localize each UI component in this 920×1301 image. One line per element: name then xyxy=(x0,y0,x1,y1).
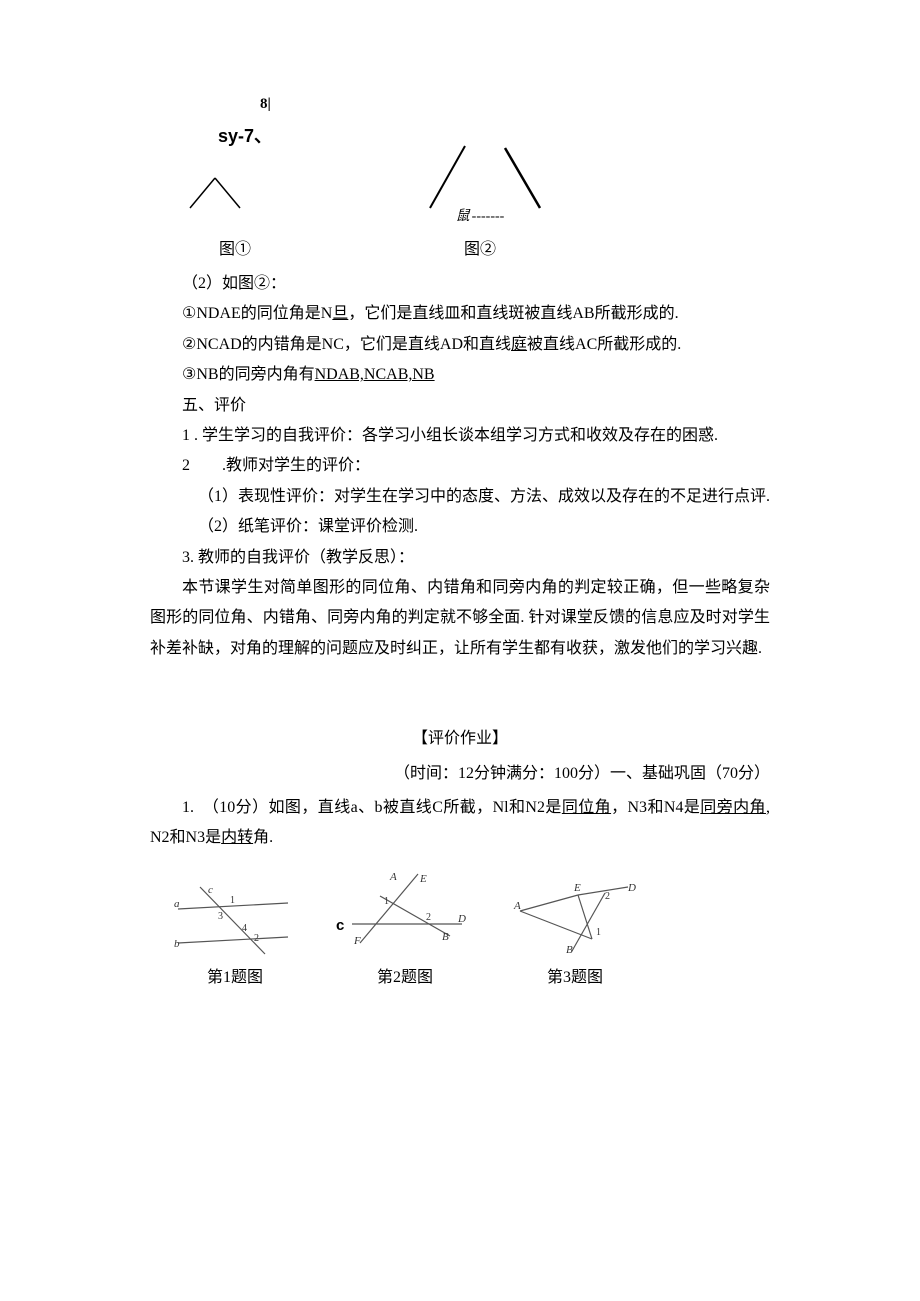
diagram-1-box: sy-7、 图① xyxy=(160,119,310,266)
p4-b: NDAB,NCAB,NB xyxy=(315,366,435,383)
fig3-label-E: E xyxy=(573,882,581,894)
fig2-label-B: B xyxy=(442,931,449,943)
para-eval-3: 3. 教师的自我评价（教学反思）： xyxy=(150,543,770,573)
fig3-label-D: D xyxy=(627,882,636,894)
figures-row: a b c 1 3 4 2 第1题图 A E D B F 1 2 c xyxy=(170,868,770,994)
figure-2-svg: A E D B F 1 2 xyxy=(340,868,470,948)
fig1-label-b: b xyxy=(174,938,180,950)
para-item-3: ③NB的同旁内角有NDAB,NCAB,NB xyxy=(150,360,770,390)
diagram-2-box: 鼠 ------- 图② xyxy=(390,138,570,265)
q1-a: 1. （10分）如图，直线a、b被直线C所截，Nl和N2是 xyxy=(182,799,562,816)
para-reflection: 本节课学生对简单图形的同位角、内错角和同旁内角的判定较正确，但一些略复杂图形的同… xyxy=(150,573,770,664)
fig2-label-D: D xyxy=(457,913,466,925)
q1-c: ，N3和N4是 xyxy=(611,799,700,816)
fig3-label-B: B xyxy=(566,944,573,956)
figure-3-svg: A B E D 2 1 xyxy=(510,879,640,959)
mouse-label: 鼠 xyxy=(456,204,470,231)
figure-3-box: A B E D 2 1 第3题图 xyxy=(510,879,640,993)
p2-a: ①NDAE的同位角是N xyxy=(182,305,332,322)
figure-2-c-label: c xyxy=(336,912,344,941)
para-item-2: ②NCAD的内错角是NC，它们是直线AD和直线庭被直线AC所截形成的. xyxy=(150,330,770,360)
para-2-intro: （2）如图②： xyxy=(150,269,770,299)
p3-a: ②NCAD的内错角是NC，它们是直线AD和直线 xyxy=(182,336,511,353)
figure-2-box: A E D B F 1 2 c 第2题图 xyxy=(340,868,470,994)
fig2-label-F: F xyxy=(353,935,361,947)
homework-title: 【评价作业】 xyxy=(150,724,770,754)
p4-a: ③NB的同旁内角有 xyxy=(182,366,315,383)
para-eval-2-1: （1）表现性评价：对学生在学习中的态度、方法、成效以及存在的不足进行点评. xyxy=(150,482,770,512)
homework-q1: 1. （10分）如图，直线a、b被直线C所截，Nl和N2是同位角，N3和N4是同… xyxy=(150,793,770,854)
figure-2-label: 第2题图 xyxy=(377,963,433,993)
fig1-label-c: c xyxy=(208,884,213,896)
p2-c: ，它们是直线皿和直线斑被直线AB所截形成的. xyxy=(348,305,678,322)
q1-b: 同位角 xyxy=(562,799,611,816)
fig3-label-A: A xyxy=(513,900,521,912)
q1-f: 内转 xyxy=(221,829,253,846)
figure-1-label: 第1题图 xyxy=(207,963,263,993)
para-eval-1: 1 . 学生学习的自我评价：各学习小组长谈本组学习方式和收效及存在的困惑. xyxy=(150,421,770,451)
sy-label: sy-7、 xyxy=(218,119,272,153)
figure-1-svg: a b c 1 3 4 2 xyxy=(170,879,300,959)
q1-d: 同旁内角 xyxy=(700,799,766,816)
homework-subtitle: （时间：12分钟满分：100分）一、基础巩固（70分） xyxy=(150,759,770,789)
fig1-num-3: 3 xyxy=(218,911,223,922)
fig1-num-4: 4 xyxy=(242,923,247,934)
diagram-1-svg xyxy=(160,153,310,233)
para-eval-2: 2 .教师对学生的评价： xyxy=(150,451,770,481)
fig1-num-1: 1 xyxy=(230,895,235,906)
dashes-label: ------- xyxy=(472,204,505,231)
p3-b: 庭 xyxy=(511,336,527,353)
fig3-num-2: 2 xyxy=(605,891,610,902)
figure-3-label: 第3题图 xyxy=(547,963,603,993)
diagram-1-label: 图① xyxy=(219,235,251,265)
para-section-5: 五、评价 xyxy=(150,391,770,421)
fig3-num-1: 1 xyxy=(596,927,601,938)
para-item-1: ①NDAE的同位角是N旦，它们是直线皿和直线斑被直线AB所截形成的. xyxy=(150,299,770,329)
diagram-2-label: 图② xyxy=(464,235,496,265)
top-diagram-row: sy-7、 图① 鼠 ------- 图② xyxy=(160,119,770,266)
top-eight-label: 8| xyxy=(260,90,880,119)
fig2-label-A: A xyxy=(389,871,397,883)
fig1-num-2: 2 xyxy=(254,933,259,944)
fig2-label-E: E xyxy=(419,873,427,885)
p2-b: 旦 xyxy=(332,305,348,322)
figure-1-box: a b c 1 3 4 2 第1题图 xyxy=(170,879,300,993)
fig2-num-2: 2 xyxy=(426,912,431,923)
p3-c: 被直线AC所截形成的. xyxy=(527,336,681,353)
fig2-num-1: 1 xyxy=(384,896,389,907)
fig1-label-a: a xyxy=(174,898,180,910)
para-eval-2-2: （2）纸笔评价：课堂评价检测. xyxy=(150,512,770,542)
q1-g: 角. xyxy=(253,829,273,846)
